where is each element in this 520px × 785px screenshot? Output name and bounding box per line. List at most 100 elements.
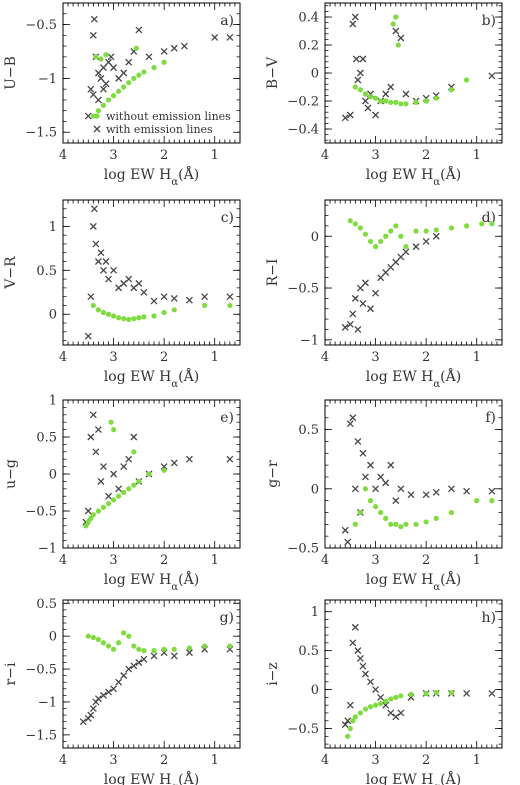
panel-label: c) <box>221 210 234 226</box>
with-emission-point <box>382 269 390 276</box>
panel-label: g) <box>220 610 234 626</box>
without-emission-point <box>110 427 117 433</box>
without-emission-point <box>131 75 137 81</box>
without-emission-point <box>362 231 369 237</box>
with-emission-point <box>89 411 97 419</box>
with-emission-point <box>354 647 362 655</box>
with-emission-point <box>160 463 168 471</box>
with-emission-point <box>160 48 168 55</box>
without-emission-point <box>121 84 127 90</box>
with-emission-point <box>392 713 400 721</box>
x-axis-label-sub: α <box>171 177 178 188</box>
without-emission-point <box>202 302 208 309</box>
with-emission-point <box>382 479 390 487</box>
without-emission-point <box>357 225 363 231</box>
y-axis-label: R−I <box>265 259 281 287</box>
x-tick-label: 4 <box>321 753 329 768</box>
y-tick-label: 0 <box>311 67 319 82</box>
with-emission-point <box>87 293 95 301</box>
without-emission-point <box>398 233 404 239</box>
with-emission-point <box>135 659 143 666</box>
x-tick-label: 3 <box>371 553 379 568</box>
with-emission-point <box>397 34 405 42</box>
without-emission-point <box>393 99 399 105</box>
without-emission-point <box>141 69 147 75</box>
with-emission-point <box>120 463 128 471</box>
without-emission-point <box>489 221 495 227</box>
with-emission-point <box>97 249 105 257</box>
without-emission-point <box>171 307 177 313</box>
without-emission-point <box>383 233 389 239</box>
without-emission-point <box>100 309 107 316</box>
x-axis-label: log EW Hα(Å) <box>104 770 199 785</box>
y-tick-label: 0 <box>49 308 57 323</box>
x-axis-label: log EW Hα(Å) <box>366 367 461 390</box>
with-emission-point <box>356 284 364 292</box>
x-tick-label: 3 <box>109 148 117 163</box>
legend-without-marker <box>94 113 100 119</box>
with-emission-point <box>170 652 178 660</box>
x-tick-label: 4 <box>59 350 67 365</box>
with-emission-point <box>387 83 395 91</box>
y-tick-label: −1.5 <box>25 728 57 743</box>
without-emission-point <box>105 97 112 103</box>
with-emission-point <box>356 654 364 662</box>
x-tick-label: 3 <box>371 753 379 768</box>
x-axis-label-unit: (Å) <box>440 570 461 588</box>
without-emission-point <box>227 302 233 309</box>
without-emission-point <box>85 633 91 639</box>
y-tick-label: −1 <box>300 333 319 348</box>
without-emission-point <box>88 515 94 522</box>
x-tick-label: 4 <box>321 350 329 365</box>
y-tick-label: −1 <box>38 72 57 87</box>
without-emission-point <box>403 521 409 527</box>
with-emission-point <box>432 488 440 496</box>
without-emission-point <box>161 59 167 65</box>
x-axis-label-main: log EW H <box>104 167 172 183</box>
panel-label: a) <box>220 13 234 29</box>
x-axis-label-sub: α <box>171 782 178 785</box>
without-emission-point <box>146 471 152 477</box>
panel-label: h) <box>482 610 496 626</box>
without-emission-point <box>390 21 396 27</box>
with-emission-point <box>344 538 352 546</box>
without-emission-point <box>121 630 127 636</box>
with-emission-point <box>387 709 395 717</box>
y-tick-label: 1 <box>311 605 319 620</box>
without-emission-point <box>395 42 401 48</box>
without-emission-point <box>367 498 374 504</box>
without-emission-point <box>126 316 132 323</box>
with-emission-point <box>397 709 405 717</box>
x-axis-label-unit: (Å) <box>440 165 461 183</box>
without-emission-point <box>372 95 379 101</box>
with-emission-point <box>367 461 374 469</box>
with-emission-point <box>97 74 105 82</box>
with-emission-point <box>170 44 178 52</box>
without-emission-point <box>362 91 369 97</box>
y-tick-label: 0 <box>49 468 57 483</box>
without-emission-point <box>95 307 101 313</box>
without-emission-point <box>367 704 374 710</box>
with-emission-point <box>422 237 430 245</box>
without-emission-point <box>388 521 394 527</box>
without-emission-point <box>131 449 137 455</box>
without-emission-point <box>347 725 353 732</box>
with-emission-point <box>89 31 97 39</box>
with-emission-point <box>349 310 357 318</box>
without-emission-point <box>161 309 167 316</box>
without-emission-point <box>83 523 89 529</box>
with-emission-point <box>99 266 107 274</box>
without-emission-point <box>116 640 122 646</box>
with-emission-point <box>382 90 390 98</box>
with-emission-point <box>125 455 133 463</box>
panel-c: 4 3 2 1 1 0.5 0 log EW Hα(Å) V−R c) <box>3 199 241 390</box>
with-emission-point <box>367 678 374 686</box>
with-emission-point <box>94 69 102 77</box>
without-emission-point <box>393 223 399 229</box>
x-tick-label: 1 <box>211 350 219 365</box>
panel-h: 4 3 2 1 1 0.5 0 −0.5 log EW Hα(Å) i−z h) <box>265 599 503 785</box>
with-emission-point <box>99 85 107 93</box>
without-emission-point <box>372 244 379 250</box>
with-emission-point <box>377 274 385 282</box>
